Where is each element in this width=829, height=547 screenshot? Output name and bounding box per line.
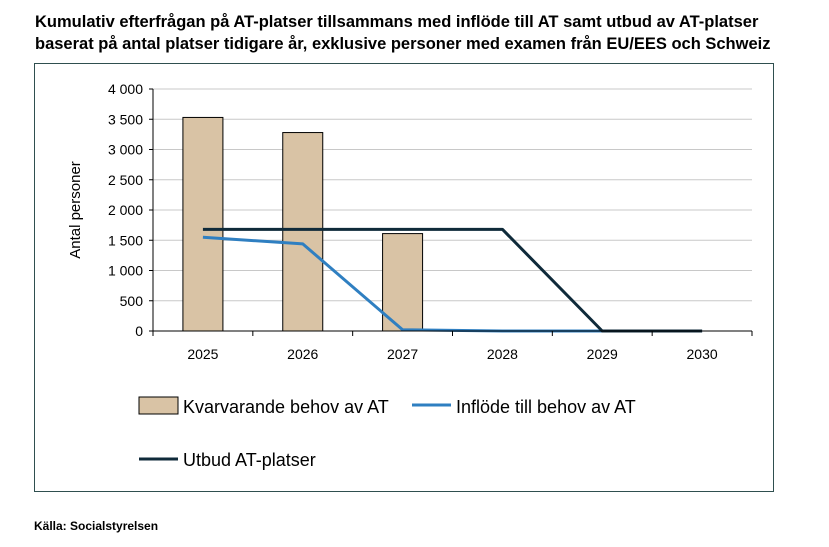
- legend: Kvarvarande behov av AT Inflöde till beho…: [138, 396, 636, 470]
- x-tick-label: 2026: [287, 346, 318, 362]
- legend-label-bar: Kvarvarande behov av AT: [183, 397, 389, 417]
- x-tick-label: 2027: [387, 346, 418, 362]
- gridlines: [153, 88, 752, 302]
- chart-title-line-2: baserat på antal platser tidigare år, ex…: [35, 35, 771, 53]
- y-tick-label: 3 000: [108, 142, 143, 158]
- chart-frame: 0 500 1 000 1 500 2 000 2 500 3 000 3 500 4 000 …: [34, 63, 774, 492]
- inflow-line: [202, 235, 703, 333]
- y-tick-label: 2 500: [108, 172, 143, 188]
- legend-label-supply: Utbud AT-platser: [183, 450, 316, 470]
- x-tick-label: 2029: [587, 346, 618, 362]
- chart-title: Kumulativ efterfrågan på AT-platser till…: [35, 11, 815, 55]
- line-series: [202, 227, 703, 333]
- legend-label-inflow: Inflöde till behov av AT: [456, 397, 636, 417]
- x-tick-label: 2028: [487, 346, 518, 362]
- bar: [182, 116, 224, 332]
- bar: [382, 233, 424, 332]
- y-tick-label: 3 500: [108, 111, 143, 127]
- y-tick-label: 1 500: [108, 232, 143, 248]
- source-note: Källa: Socialstyrelsen: [34, 519, 159, 533]
- bar: [282, 132, 324, 332]
- y-tick-label: 2 000: [108, 202, 143, 218]
- supply-line: [202, 227, 703, 333]
- bar-series: [182, 116, 424, 332]
- y-tick-label: 4 000: [108, 81, 143, 97]
- x-axis-ticks: 2025 2026 2027 2028 2029 2030: [152, 330, 753, 362]
- x-tick-label: 2025: [187, 346, 218, 362]
- y-tick-label: 0: [135, 323, 143, 339]
- y-axis-label: Antal personer: [67, 161, 84, 259]
- x-tick-label: 2030: [687, 346, 718, 362]
- y-tick-label: 500: [120, 293, 144, 309]
- y-tick-label: 1 000: [108, 263, 143, 279]
- y-axis-ticks: 0 500 1 000 1 500 2 000 2 500 3 000 3 500 4 000: [108, 81, 154, 339]
- legend-swatch-bar: [138, 396, 179, 415]
- chart-title-line-1: Kumulativ efterfrågan på AT-platser till…: [35, 13, 759, 31]
